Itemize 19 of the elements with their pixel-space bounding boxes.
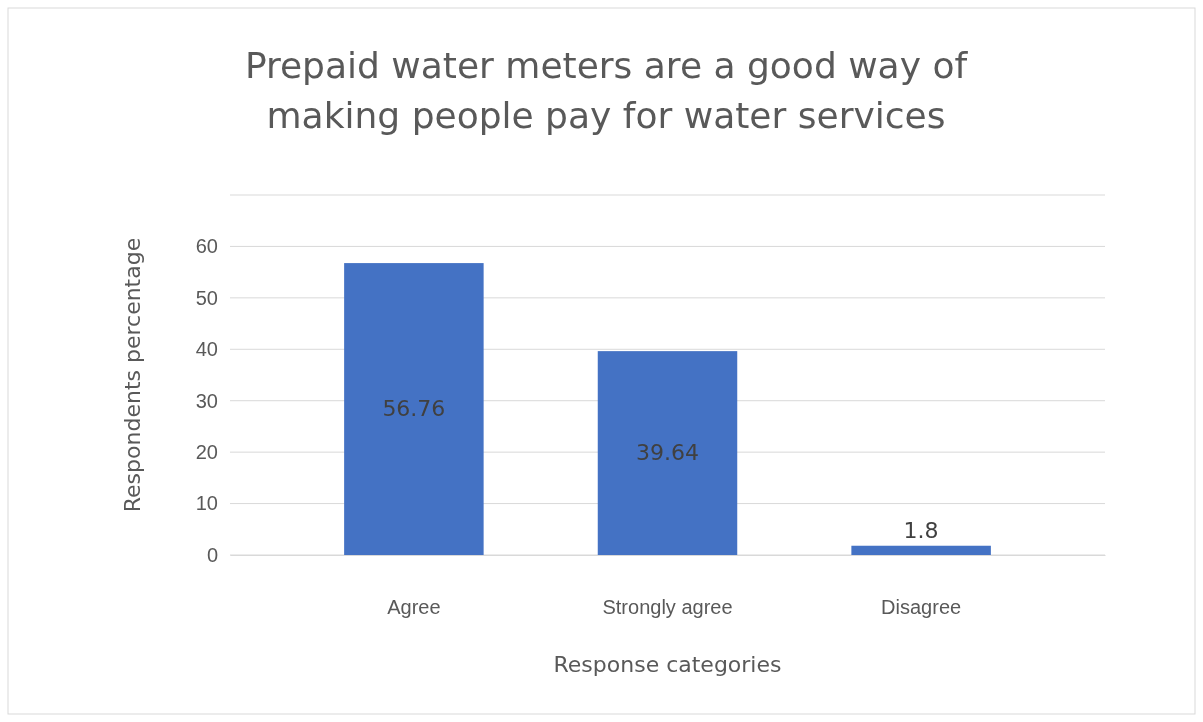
x-tick-label: Strongly agree: [602, 596, 733, 619]
data-label: 39.64: [636, 440, 699, 466]
x-tick-label: Disagree: [881, 596, 962, 619]
chart-title: Prepaid water meters are a good way of making people pay for water services: [244, 45, 969, 136]
x-axis-title: Response categories: [553, 652, 782, 677]
y-tick-label: 20: [195, 441, 218, 464]
y-tick-label: 40: [195, 338, 218, 361]
data-label: 1.8: [903, 517, 939, 543]
y-tick-label: 0: [206, 543, 218, 566]
x-tick-label: Agree: [387, 596, 441, 619]
y-tick-label: 30: [195, 389, 218, 412]
bar: [851, 545, 991, 555]
bar: [597, 351, 738, 555]
y-tick-label: 10: [195, 492, 218, 515]
y-tick-label: 50: [195, 286, 218, 309]
y-axis-title: Respondents percentage: [120, 237, 145, 513]
y-tick-label: 60: [195, 235, 218, 258]
bar: [344, 263, 484, 555]
data-label: 56.76: [382, 396, 446, 422]
